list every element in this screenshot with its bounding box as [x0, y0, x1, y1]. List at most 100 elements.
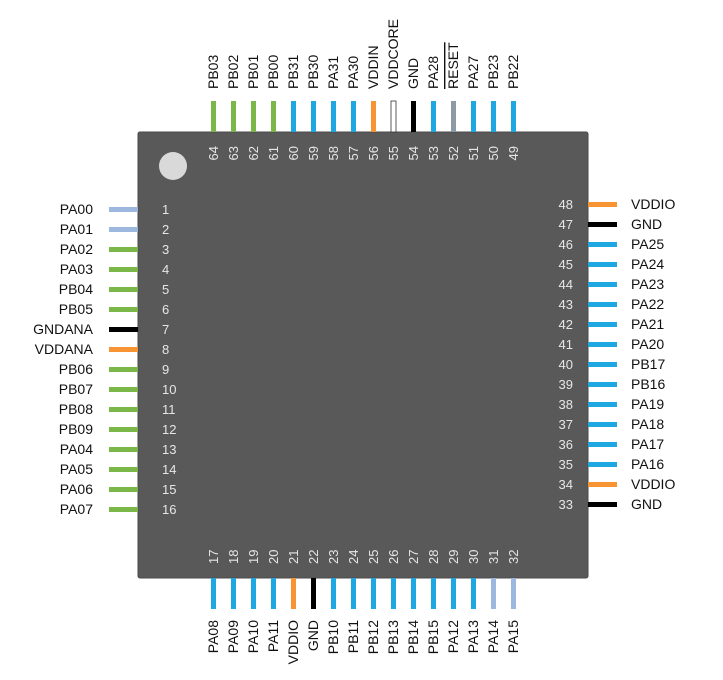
pin-8-number: 8	[162, 342, 169, 357]
pin-63-label: PB02	[225, 55, 241, 89]
pin-55-number: 55	[386, 146, 401, 160]
pin-37-lead	[588, 422, 617, 427]
pin-3-lead	[109, 247, 138, 252]
pin-2-label: PA01	[60, 221, 93, 237]
pin-55-label: VDDCORE	[385, 19, 401, 89]
pin-63-number: 63	[226, 146, 241, 160]
pin-4-label: PA03	[60, 261, 93, 277]
pin-34-number: 34	[559, 477, 573, 492]
pin-4-number: 4	[162, 262, 169, 277]
pin-55-lead	[390, 100, 397, 133]
pin-22-label: GND	[305, 620, 321, 651]
pin-47-number: 47	[559, 217, 573, 232]
pin-41-lead	[588, 342, 617, 347]
pin-49-lead	[511, 101, 516, 132]
pin-59-number: 59	[306, 146, 321, 160]
pin-57-lead	[351, 101, 356, 132]
pin-46-lead	[588, 242, 617, 247]
pin-21-label: VDDIO	[285, 620, 301, 664]
pin-39-lead	[588, 382, 617, 387]
pin-24-label: PB11	[345, 620, 361, 653]
pin-21-number: 21	[286, 550, 301, 564]
pin-18-lead	[231, 578, 236, 609]
pin-45-lead	[588, 262, 617, 267]
pin-7-label: GNDANA	[33, 321, 94, 337]
pin-38-label: PA19	[631, 396, 664, 412]
pin-57-number: 57	[346, 146, 361, 160]
pin-35-lead	[588, 462, 617, 467]
pin-53-number: 53	[426, 146, 441, 160]
pin-37-number: 37	[559, 417, 573, 432]
pin-33-label: GND	[631, 496, 662, 512]
pin-5-label: PB04	[59, 281, 93, 297]
pin-1-lead	[109, 207, 138, 212]
pin-15-label: PA06	[60, 481, 93, 497]
pin-30-label: PA13	[465, 620, 481, 653]
pin-11-label: PB08	[59, 401, 93, 417]
pin-60-number: 60	[286, 146, 301, 160]
pin-21-lead	[291, 578, 296, 609]
pin-60-lead	[291, 101, 296, 132]
pin-58-number: 58	[326, 146, 341, 160]
pin-46-label: PA25	[631, 236, 664, 252]
chip-body	[137, 131, 589, 579]
pin-30-number: 30	[466, 550, 481, 564]
pin-22-number: 22	[306, 550, 321, 564]
pin-31-lead	[491, 578, 496, 609]
pin-32-label: PA15	[505, 620, 521, 653]
pin-27-label: PB14	[405, 620, 421, 654]
pin-10-label: PB07	[59, 381, 93, 397]
pin-15-lead	[109, 487, 138, 492]
pin-22-lead	[311, 578, 316, 609]
pin-44-number: 44	[559, 277, 573, 292]
pin-43-label: PA22	[631, 296, 664, 312]
pin-53-lead	[431, 101, 436, 132]
pin-59-label: PB30	[305, 55, 321, 89]
pin-17-number: 17	[206, 550, 221, 564]
pin-13-lead	[109, 447, 138, 452]
pin-18-label: PA09	[225, 620, 241, 653]
pin-36-lead	[588, 442, 617, 447]
pin-42-label: PA21	[631, 316, 664, 332]
pin-2-number: 2	[162, 222, 169, 237]
pin-42-number: 42	[559, 317, 573, 332]
pin-59-lead	[311, 101, 316, 132]
pins-layer: PA00 1 PA01 2 PA02 3 PA03 4 PB04 5 PB05 6 GNDANA 7 VDD…	[33, 19, 675, 664]
pin-27-lead	[411, 578, 416, 609]
pin-51-lead	[471, 101, 476, 132]
pin1-marker-dot	[159, 152, 187, 180]
pin-25-label: PB12	[365, 620, 381, 654]
pin-49-label: PB22	[505, 55, 521, 89]
pin-24-lead	[351, 578, 356, 609]
pin-30-lead	[471, 578, 476, 609]
pin-9-lead	[109, 367, 138, 372]
pin-57-label: PA30	[345, 56, 361, 89]
pin-45-number: 45	[559, 257, 573, 272]
pin-63-lead	[231, 101, 236, 132]
pin-11-number: 11	[162, 402, 176, 417]
pin-31-number: 31	[486, 550, 501, 564]
pin-51-label: PA27	[465, 56, 481, 89]
pin-16-label: PA07	[60, 501, 93, 517]
pin-39-number: 39	[559, 377, 573, 392]
pin-54-label: GND	[405, 58, 421, 89]
pin-1-number: 1	[162, 202, 169, 217]
pin-23-label: PB10	[325, 620, 341, 654]
pin-3-number: 3	[162, 242, 169, 257]
pin-2-lead	[109, 227, 138, 232]
pin-9-number: 9	[162, 362, 169, 377]
pin-52-label: RESET	[445, 42, 461, 89]
pin-54-lead	[411, 101, 416, 132]
pin-1-label: PA00	[60, 201, 93, 217]
pin-44-lead	[588, 282, 617, 287]
pin-19-lead	[251, 578, 256, 609]
pin-60-label: PB31	[285, 55, 301, 89]
pin-26-number: 26	[386, 550, 401, 564]
pin-25-lead	[371, 578, 376, 609]
pin-58-label: PA31	[325, 56, 341, 89]
pin-56-number: 56	[366, 146, 381, 160]
pin-25-number: 25	[366, 550, 381, 564]
pin-62-lead	[251, 101, 256, 132]
pin-27-number: 27	[406, 550, 421, 564]
